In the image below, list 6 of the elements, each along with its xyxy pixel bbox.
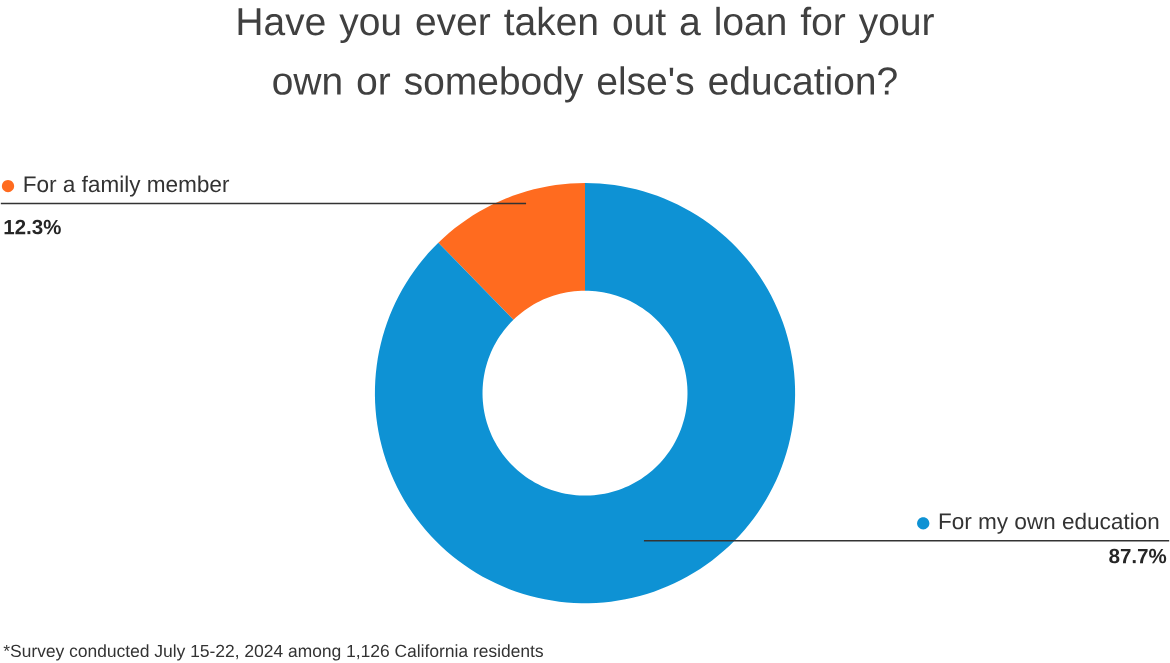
data-label: 12.3%	[4, 220, 61, 235]
legend-label: For my own education	[939, 512, 1159, 534]
legend-label: For a family member	[24, 175, 230, 197]
chart-title: Have you ever taken out a loan for your own or somebody else's education?	[238, 7, 934, 103]
data-label: 87.7%	[1109, 549, 1167, 564]
text: *Survey conducted July 15-22, 2024 among 1,126 California residents	[3, 644, 543, 661]
